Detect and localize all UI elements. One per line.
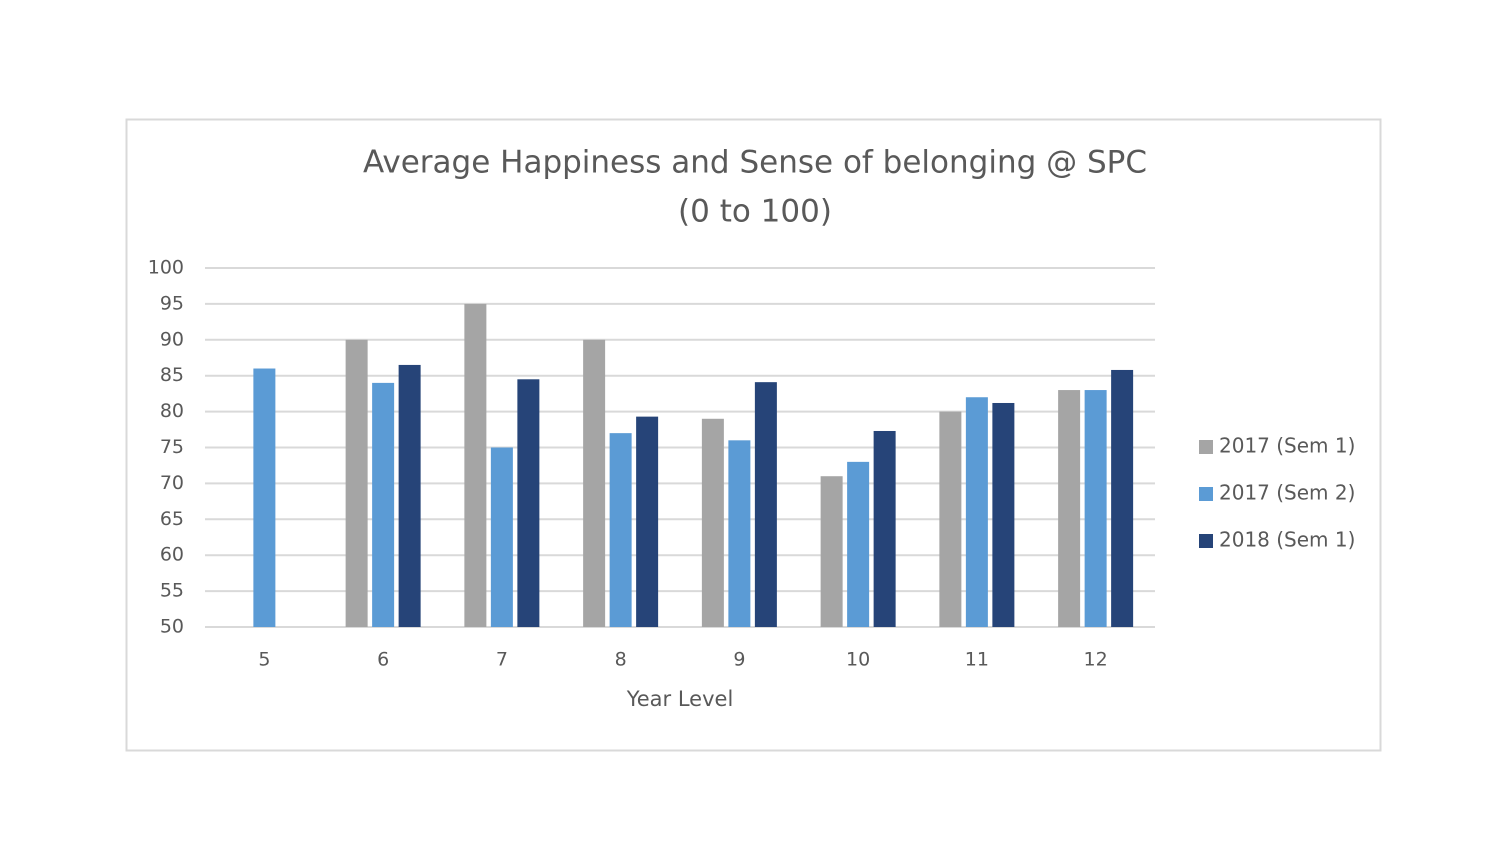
legend-label: 2017 (Sem 1)	[1219, 434, 1355, 458]
bar	[873, 430, 896, 627]
bar	[372, 382, 395, 627]
bar	[1084, 390, 1107, 627]
y-tick-label: 55	[160, 580, 184, 602]
bar	[939, 411, 962, 627]
bar	[490, 447, 513, 627]
x-tick-label: 11	[965, 649, 989, 671]
y-tick-label: 95	[160, 292, 184, 314]
x-tick-label: 8	[615, 649, 627, 671]
bar	[253, 368, 276, 627]
bar	[609, 433, 632, 627]
x-tick-label: 7	[496, 649, 508, 671]
bar	[992, 402, 1015, 627]
y-tick-label: 100	[148, 257, 184, 279]
legend-swatch	[1199, 534, 1213, 548]
legend-label: 2017 (Sem 2)	[1219, 481, 1355, 505]
y-tick-label: 70	[160, 472, 184, 494]
y-tick-label: 85	[160, 364, 184, 386]
bar	[517, 379, 540, 627]
bar	[1111, 369, 1134, 627]
bar	[1058, 390, 1081, 627]
bar	[701, 418, 724, 627]
legend-swatch	[1199, 440, 1213, 454]
y-tick-label: 80	[160, 400, 184, 422]
legend-swatch	[1199, 487, 1213, 501]
y-tick-label: 90	[160, 328, 184, 350]
x-tick-label: 12	[1084, 649, 1108, 671]
chart-title: Average Happiness and Sense of belonging…	[363, 145, 1147, 181]
bar	[398, 364, 421, 627]
chart-subtitle: (0 to 100)	[678, 194, 832, 230]
bar	[847, 461, 870, 627]
x-tick-label: 6	[377, 649, 389, 671]
bar	[965, 397, 988, 627]
bar	[820, 476, 843, 627]
bar	[636, 416, 659, 627]
legend-label: 2018 (Sem 1)	[1219, 528, 1355, 552]
x-tick-label: 9	[733, 649, 745, 671]
bar	[583, 339, 606, 627]
chart-frame	[125, 118, 1382, 752]
y-tick-label: 75	[160, 436, 184, 458]
bar	[754, 382, 777, 627]
x-tick-label: 5	[258, 649, 270, 671]
bar	[345, 339, 368, 627]
x-tick-label: 10	[846, 649, 870, 671]
x-axis-label: Year Level	[626, 687, 734, 711]
y-tick-label: 65	[160, 508, 184, 530]
bar	[464, 303, 487, 627]
y-tick-label: 60	[160, 544, 184, 566]
y-tick-label: 50	[160, 616, 184, 638]
bar	[728, 440, 751, 627]
